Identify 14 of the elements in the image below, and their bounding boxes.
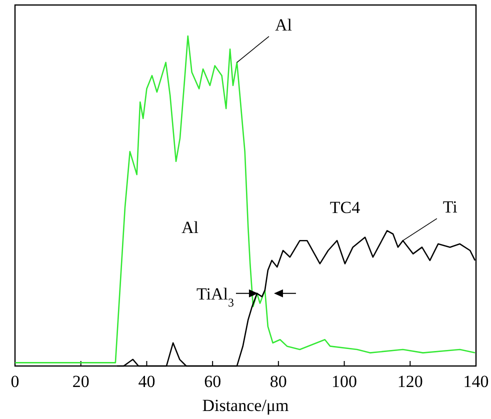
series-label: Ti <box>442 198 458 217</box>
x-tick-label: 80 <box>270 372 287 391</box>
x-tick-label: 120 <box>397 372 423 391</box>
x-tick-label: 0 <box>10 372 20 391</box>
x-axis-title: Distance/μm <box>202 396 289 415</box>
x-tick-label: 20 <box>72 372 90 391</box>
x-tick-label: 60 <box>204 372 222 391</box>
x-tick-label: 40 <box>138 372 156 391</box>
text: Al <box>274 15 292 34</box>
annotation: TC4 <box>330 198 361 217</box>
x-tick-label: 140 <box>463 372 489 391</box>
annotation: Al <box>182 218 199 237</box>
x-tick-label: 100 <box>332 372 358 391</box>
annotation: TiAl$_{3}$ <box>196 284 234 310</box>
